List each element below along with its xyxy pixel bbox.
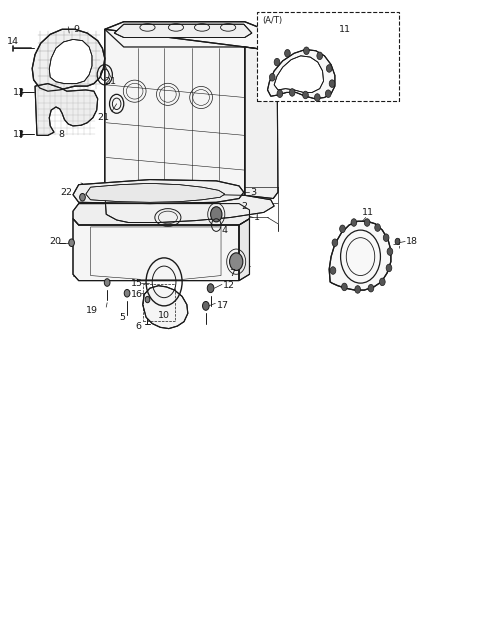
Text: 4: 4 [222,225,228,234]
Circle shape [207,283,214,292]
Polygon shape [274,56,324,92]
Circle shape [269,73,275,81]
Circle shape [211,207,222,222]
Circle shape [325,90,331,97]
Polygon shape [73,204,250,225]
Polygon shape [143,285,188,329]
Polygon shape [239,218,250,281]
Polygon shape [114,24,252,38]
Text: 12: 12 [223,281,235,290]
Text: 9: 9 [73,25,79,34]
Text: 21: 21 [105,77,117,86]
Circle shape [351,218,357,226]
Circle shape [69,239,74,247]
Circle shape [386,264,392,272]
Text: 13: 13 [13,88,25,97]
Circle shape [368,284,374,292]
Circle shape [104,279,110,286]
Text: 8: 8 [59,129,65,139]
Circle shape [124,289,130,297]
Text: 2: 2 [241,201,247,211]
Circle shape [289,89,295,96]
Text: 11: 11 [339,25,351,34]
Text: 5: 5 [119,313,125,322]
Circle shape [380,278,385,285]
Circle shape [203,301,209,310]
Circle shape [302,91,308,99]
Text: 15: 15 [131,278,143,288]
Text: (A/T): (A/T) [262,16,282,25]
Bar [143,284,175,321]
Text: 11: 11 [361,208,373,217]
Polygon shape [105,22,277,50]
Circle shape [317,52,323,60]
Circle shape [274,59,280,66]
Circle shape [340,225,345,233]
Circle shape [387,248,393,255]
Text: 1: 1 [254,213,260,222]
Polygon shape [73,180,244,204]
Circle shape [329,80,335,87]
Text: 16: 16 [131,290,143,299]
Circle shape [364,218,370,226]
Circle shape [342,283,347,290]
Text: 22: 22 [60,188,72,197]
Polygon shape [329,221,391,290]
FancyBboxPatch shape [257,12,399,101]
Text: 17: 17 [217,301,229,310]
Text: 19: 19 [86,306,98,315]
Circle shape [229,253,243,271]
Circle shape [303,47,309,55]
Circle shape [332,239,338,247]
Text: 10: 10 [158,311,170,320]
Circle shape [395,238,400,245]
Polygon shape [267,50,335,99]
Text: 14: 14 [7,38,19,47]
Text: 6: 6 [136,322,142,331]
Circle shape [277,90,283,97]
Polygon shape [49,39,92,83]
Polygon shape [105,192,274,222]
Polygon shape [86,183,225,203]
Circle shape [384,234,389,241]
Text: 3: 3 [251,188,257,197]
Polygon shape [32,29,105,91]
Polygon shape [73,218,239,281]
Circle shape [326,65,332,72]
Circle shape [330,267,336,275]
Circle shape [285,50,290,57]
Circle shape [80,194,85,201]
Circle shape [355,285,360,293]
Text: 18: 18 [406,237,418,246]
Text: 7: 7 [229,269,236,278]
Circle shape [314,94,320,101]
Polygon shape [35,83,97,136]
Text: 13: 13 [13,129,25,139]
Circle shape [145,296,150,303]
Polygon shape [105,29,245,196]
Circle shape [375,224,381,231]
Polygon shape [245,44,278,199]
Text: 20: 20 [49,237,61,246]
Text: 21: 21 [97,113,109,122]
